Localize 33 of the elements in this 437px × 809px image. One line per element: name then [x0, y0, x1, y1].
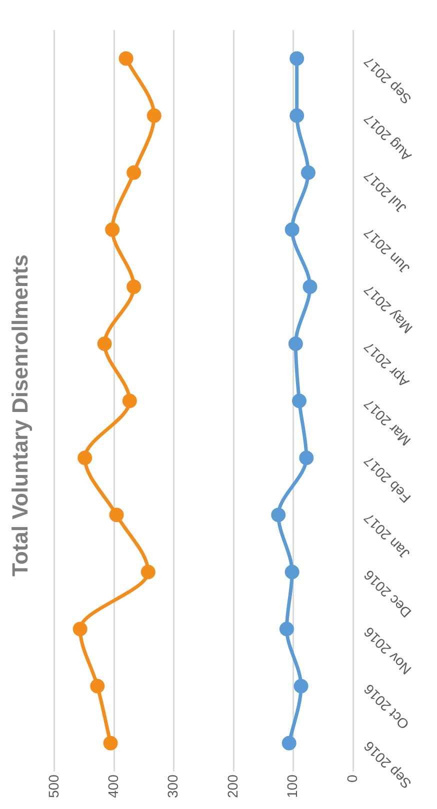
- point: [97, 336, 112, 352]
- point: [294, 678, 308, 694]
- point: [105, 222, 120, 237]
- point: [78, 450, 92, 466]
- x-tick-label: 400: [104, 774, 121, 798]
- point: [302, 279, 318, 294]
- point: [126, 279, 142, 294]
- point: [109, 508, 124, 522]
- point: [284, 564, 300, 580]
- point: [300, 165, 316, 180]
- point: [279, 622, 294, 636]
- point: [282, 736, 296, 750]
- point: [103, 736, 118, 750]
- point: [122, 394, 137, 408]
- point: [299, 450, 314, 466]
- point: [290, 108, 304, 123]
- point: [140, 564, 156, 580]
- point: [271, 508, 286, 522]
- point: [284, 222, 300, 237]
- point: [146, 108, 162, 123]
- x-tick-label: 500: [45, 774, 62, 798]
- x-tick-label: 200: [224, 774, 240, 798]
- point: [126, 165, 142, 180]
- text: Total Voluntary Disenrollments: [7, 254, 32, 576]
- point: [118, 51, 134, 66]
- x-tick-label: 100: [284, 774, 300, 798]
- point: [90, 678, 105, 694]
- x-tick-label: 300: [164, 774, 181, 798]
- point: [292, 394, 306, 408]
- point: [72, 622, 88, 636]
- x-tick-label: 0: [344, 774, 360, 782]
- point: [288, 336, 303, 352]
- point: [290, 51, 304, 66]
